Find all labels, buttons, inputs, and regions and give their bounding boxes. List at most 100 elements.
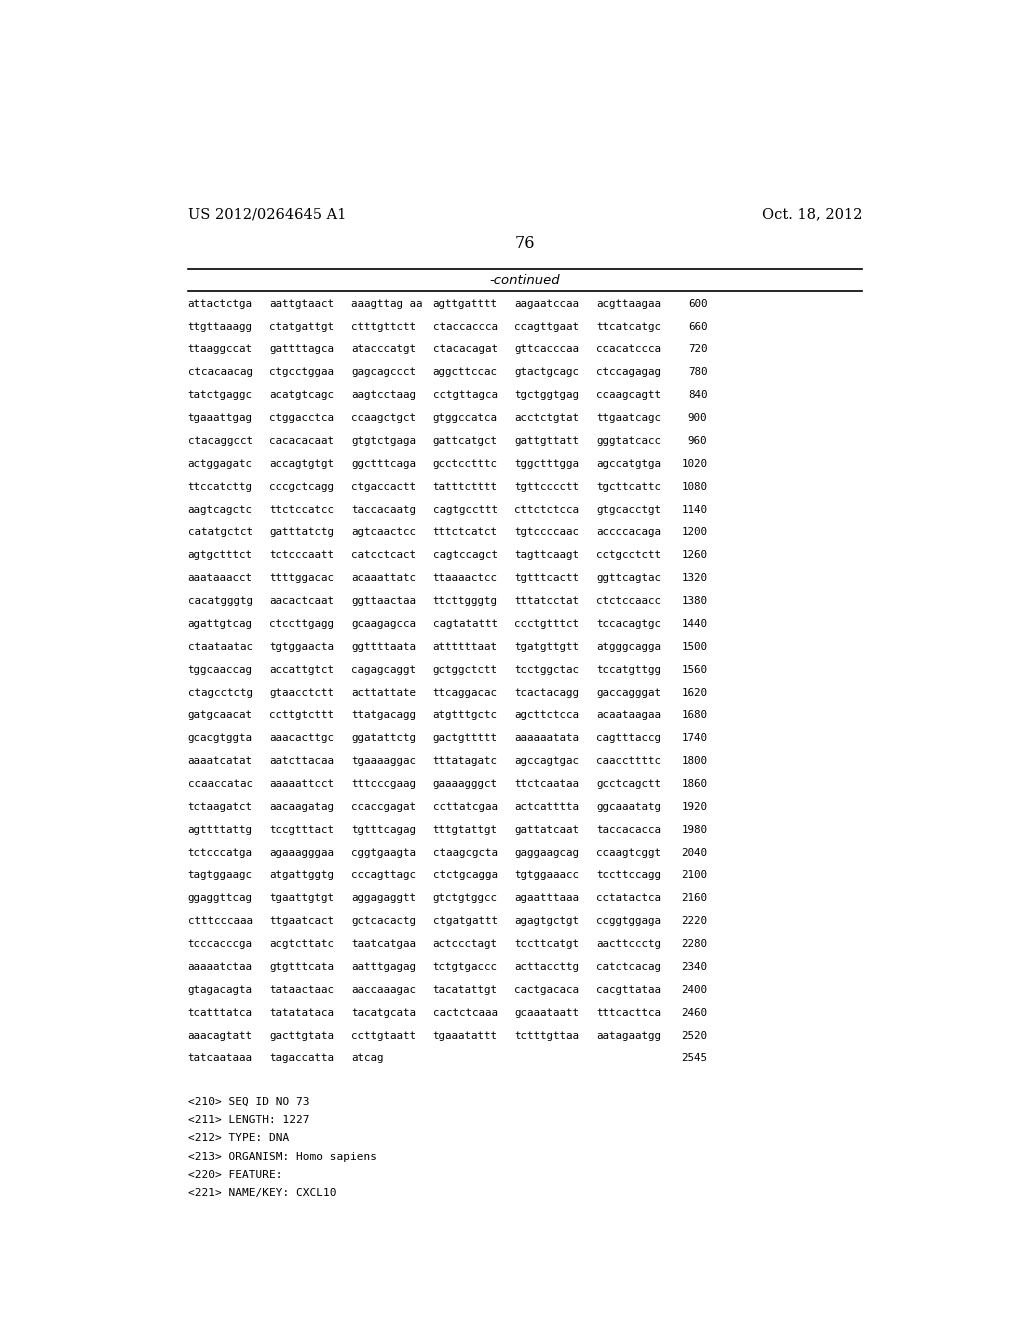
Text: ctctgcagga: ctctgcagga [433, 870, 498, 880]
Text: ttgaatcact: ttgaatcact [269, 916, 334, 927]
Text: aaacacttgc: aaacacttgc [269, 733, 334, 743]
Text: taccacacca: taccacacca [596, 825, 662, 834]
Text: tgtttcagag: tgtttcagag [351, 825, 416, 834]
Text: accccacaga: accccacaga [596, 528, 662, 537]
Text: aaaaattcct: aaaaattcct [269, 779, 334, 789]
Text: cagtgccttt: cagtgccttt [433, 504, 498, 515]
Text: tataactaac: tataactaac [269, 985, 334, 995]
Text: 600: 600 [688, 298, 708, 309]
Text: 1980: 1980 [681, 825, 708, 834]
Text: cacatgggtg: cacatgggtg [187, 597, 253, 606]
Text: 1380: 1380 [681, 597, 708, 606]
Text: 2100: 2100 [681, 870, 708, 880]
Text: aaaaatctaa: aaaaatctaa [187, 962, 253, 972]
Text: ctatgattgt: ctatgattgt [269, 322, 334, 331]
Text: ccaagtcggt: ccaagtcggt [596, 847, 662, 858]
Text: 76: 76 [514, 235, 536, 252]
Text: ggttaactaa: ggttaactaa [351, 597, 416, 606]
Text: aattgtaact: aattgtaact [269, 298, 334, 309]
Text: ttccatcttg: ttccatcttg [187, 482, 253, 491]
Text: attactctga: attactctga [187, 298, 253, 309]
Text: agttgatttt: agttgatttt [433, 298, 498, 309]
Text: ctacacagat: ctacacagat [433, 345, 498, 355]
Text: gagcagccct: gagcagccct [351, 367, 416, 378]
Text: 2400: 2400 [681, 985, 708, 995]
Text: gtgcacctgt: gtgcacctgt [596, 504, 662, 515]
Text: tctgtgaccc: tctgtgaccc [433, 962, 498, 972]
Text: 2340: 2340 [681, 962, 708, 972]
Text: 2220: 2220 [681, 916, 708, 927]
Text: attttttaat: attttttaat [433, 642, 498, 652]
Text: caaccttttc: caaccttttc [596, 756, 662, 766]
Text: ttaaggccat: ttaaggccat [187, 345, 253, 355]
Text: Oct. 18, 2012: Oct. 18, 2012 [762, 207, 862, 222]
Text: tctcccatga: tctcccatga [187, 847, 253, 858]
Text: gcaagagcca: gcaagagcca [351, 619, 416, 628]
Text: tttcacttca: tttcacttca [596, 1007, 662, 1018]
Text: 2040: 2040 [681, 847, 708, 858]
Text: catcctcact: catcctcact [351, 550, 416, 560]
Text: acaataagaa: acaataagaa [596, 710, 662, 721]
Text: tttcccgaag: tttcccgaag [351, 779, 416, 789]
Text: 1500: 1500 [681, 642, 708, 652]
Text: tttatagatc: tttatagatc [433, 756, 498, 766]
Text: agttttattg: agttttattg [187, 825, 253, 834]
Text: gtctgtggcc: gtctgtggcc [433, 894, 498, 903]
Text: tacatattgt: tacatattgt [433, 985, 498, 995]
Text: gatgcaacat: gatgcaacat [187, 710, 253, 721]
Text: gattcatgct: gattcatgct [433, 436, 498, 446]
Text: aaaaaatata: aaaaaatata [514, 733, 580, 743]
Text: aggcttccac: aggcttccac [433, 367, 498, 378]
Text: tccacagtgc: tccacagtgc [596, 619, 662, 628]
Text: <220> FEATURE:: <220> FEATURE: [187, 1170, 282, 1180]
Text: ctctccaacc: ctctccaacc [596, 597, 662, 606]
Text: cacacacaat: cacacacaat [269, 436, 334, 446]
Text: gtactgcagc: gtactgcagc [514, 367, 580, 378]
Text: accagtgtgt: accagtgtgt [269, 459, 334, 469]
Text: tcactacagg: tcactacagg [514, 688, 580, 697]
Text: gatttatctg: gatttatctg [269, 528, 334, 537]
Text: tatttctttt: tatttctttt [433, 482, 498, 491]
Text: ttgttaaagg: ttgttaaagg [187, 322, 253, 331]
Text: 780: 780 [688, 367, 708, 378]
Text: tgcttcattc: tgcttcattc [596, 482, 662, 491]
Text: 2520: 2520 [681, 1031, 708, 1040]
Text: atgggcagga: atgggcagga [596, 642, 662, 652]
Text: aacaagatag: aacaagatag [269, 801, 334, 812]
Text: gactgttttt: gactgttttt [433, 733, 498, 743]
Text: 1320: 1320 [681, 573, 708, 583]
Text: acctctgtat: acctctgtat [514, 413, 580, 424]
Text: aaccaaagac: aaccaaagac [351, 985, 416, 995]
Text: <221> NAME/KEY: CXCL10: <221> NAME/KEY: CXCL10 [187, 1188, 336, 1199]
Text: aaacagtatt: aaacagtatt [187, 1031, 253, 1040]
Text: tgatgttgtt: tgatgttgtt [514, 642, 580, 652]
Text: 1620: 1620 [681, 688, 708, 697]
Text: gtagacagta: gtagacagta [187, 985, 253, 995]
Text: gaaaagggct: gaaaagggct [433, 779, 498, 789]
Text: gctcacactg: gctcacactg [351, 916, 416, 927]
Text: tccttcatgt: tccttcatgt [514, 939, 580, 949]
Text: taatcatgaa: taatcatgaa [351, 939, 416, 949]
Text: aacactcaat: aacactcaat [269, 597, 334, 606]
Text: tatctgaggc: tatctgaggc [187, 391, 253, 400]
Text: ggatattctg: ggatattctg [351, 733, 416, 743]
Text: gaccagggat: gaccagggat [596, 688, 662, 697]
Text: actcatttta: actcatttta [514, 801, 580, 812]
Text: 2460: 2460 [681, 1007, 708, 1018]
Text: aagaatccaa: aagaatccaa [514, 298, 580, 309]
Text: tccttccagg: tccttccagg [596, 870, 662, 880]
Text: ctaataatac: ctaataatac [187, 642, 253, 652]
Text: agaaagggaa: agaaagggaa [269, 847, 334, 858]
Text: <212> TYPE: DNA: <212> TYPE: DNA [187, 1133, 289, 1143]
Text: gtgtttcata: gtgtttcata [269, 962, 334, 972]
Text: aggagaggtt: aggagaggtt [351, 894, 416, 903]
Text: 1260: 1260 [681, 550, 708, 560]
Text: ttctcaataa: ttctcaataa [514, 779, 580, 789]
Text: cccgctcagg: cccgctcagg [269, 482, 334, 491]
Text: acttattate: acttattate [351, 688, 416, 697]
Text: tatatataca: tatatataca [269, 1007, 334, 1018]
Text: tgaaatattt: tgaaatattt [433, 1031, 498, 1040]
Text: aaaatcatat: aaaatcatat [187, 756, 253, 766]
Text: gcacgtggta: gcacgtggta [187, 733, 253, 743]
Text: cagtttaccg: cagtttaccg [596, 733, 662, 743]
